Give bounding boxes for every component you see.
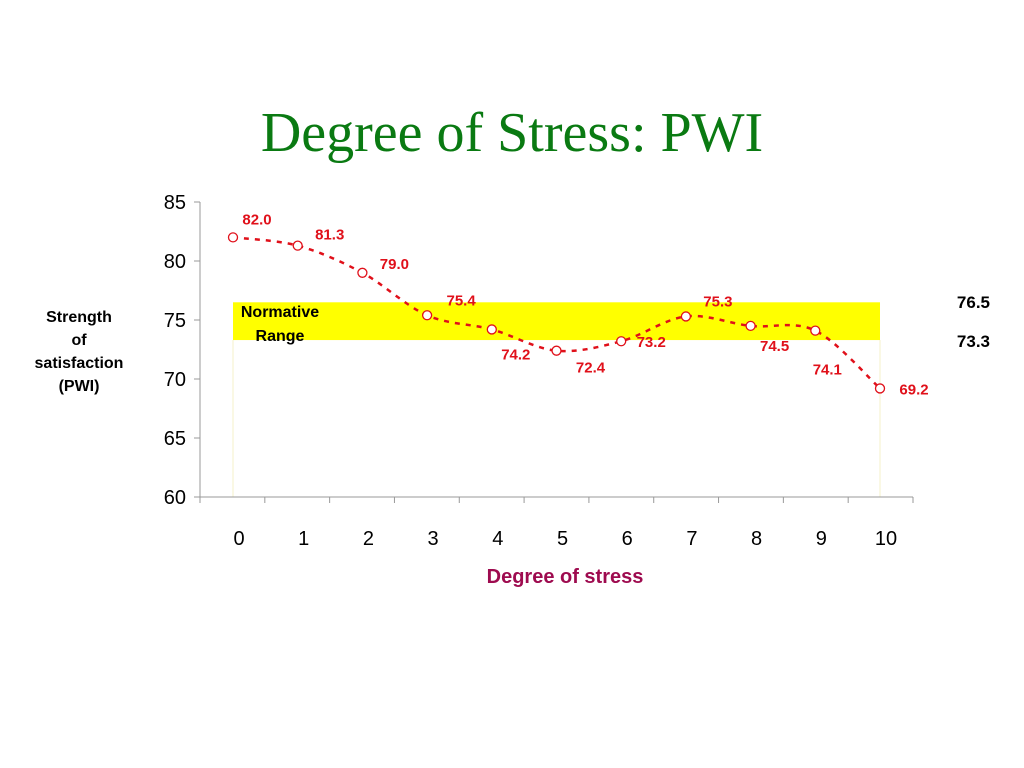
y-tick-label: 75	[164, 310, 186, 332]
data-point	[551, 345, 562, 356]
x-tick-label: 0	[233, 528, 244, 550]
data-label: 79.0	[380, 256, 409, 273]
data-point	[680, 311, 692, 322]
x-tick-label: 3	[428, 528, 439, 550]
y-axis-label-line: (PWI)	[58, 378, 100, 395]
data-point	[292, 240, 303, 251]
data-label: 69.2	[899, 381, 928, 398]
y-tick-label: 60	[164, 487, 186, 509]
data-point	[227, 232, 239, 243]
normative-upper-label: 76.5	[956, 293, 990, 312]
normative-lower-label: 73.3	[956, 332, 990, 351]
data-label: 73.2	[637, 334, 666, 351]
data-point	[810, 325, 821, 336]
data-label: 75.3	[703, 293, 732, 310]
data-label: 74.2	[501, 346, 530, 363]
data-point	[357, 267, 368, 278]
x-tick-label: 4	[492, 528, 503, 550]
x-tick-label: 6	[622, 528, 633, 550]
data-label: 81.3	[315, 227, 344, 244]
data-point	[486, 324, 497, 335]
data-label: 74.1	[813, 362, 842, 379]
data-label: 74.5	[760, 338, 789, 355]
x-tick-label: 1	[298, 528, 309, 550]
x-tick-label: 10	[875, 528, 897, 550]
y-axis-label: Strength of satisfaction (PWI)	[20, 306, 138, 398]
normative-range-label: Range	[256, 328, 305, 345]
chart-title: Degree of Stress: PWI	[260, 102, 764, 164]
y-tick-label: 85	[164, 192, 186, 214]
data-label: 72.4	[576, 360, 606, 377]
y-axis-label-line: Strength	[46, 309, 112, 326]
y-tick-label: 80	[164, 251, 186, 273]
x-tick-label: 5	[557, 528, 568, 550]
data-label: 82.0	[242, 211, 271, 228]
x-axis-label: Degree of stress	[486, 566, 644, 588]
normative-range-label: Normative	[241, 304, 319, 321]
data-point	[616, 336, 627, 347]
data-label: 75.4	[446, 292, 476, 309]
series-line	[232, 236, 881, 390]
y-axis-label-line: satisfaction	[34, 355, 124, 372]
data-point	[421, 310, 433, 321]
x-tick-label: 2	[363, 528, 374, 550]
y-axis-label-line: of	[71, 332, 87, 349]
x-tick-label: 8	[751, 528, 762, 550]
data-point	[874, 383, 886, 394]
y-tick-label: 65	[164, 428, 186, 450]
x-tick-label: 9	[816, 528, 827, 550]
normative-range-band	[233, 302, 880, 341]
x-tick-label: 7	[686, 528, 697, 550]
y-tick-label: 70	[164, 369, 186, 391]
data-point	[745, 320, 756, 332]
